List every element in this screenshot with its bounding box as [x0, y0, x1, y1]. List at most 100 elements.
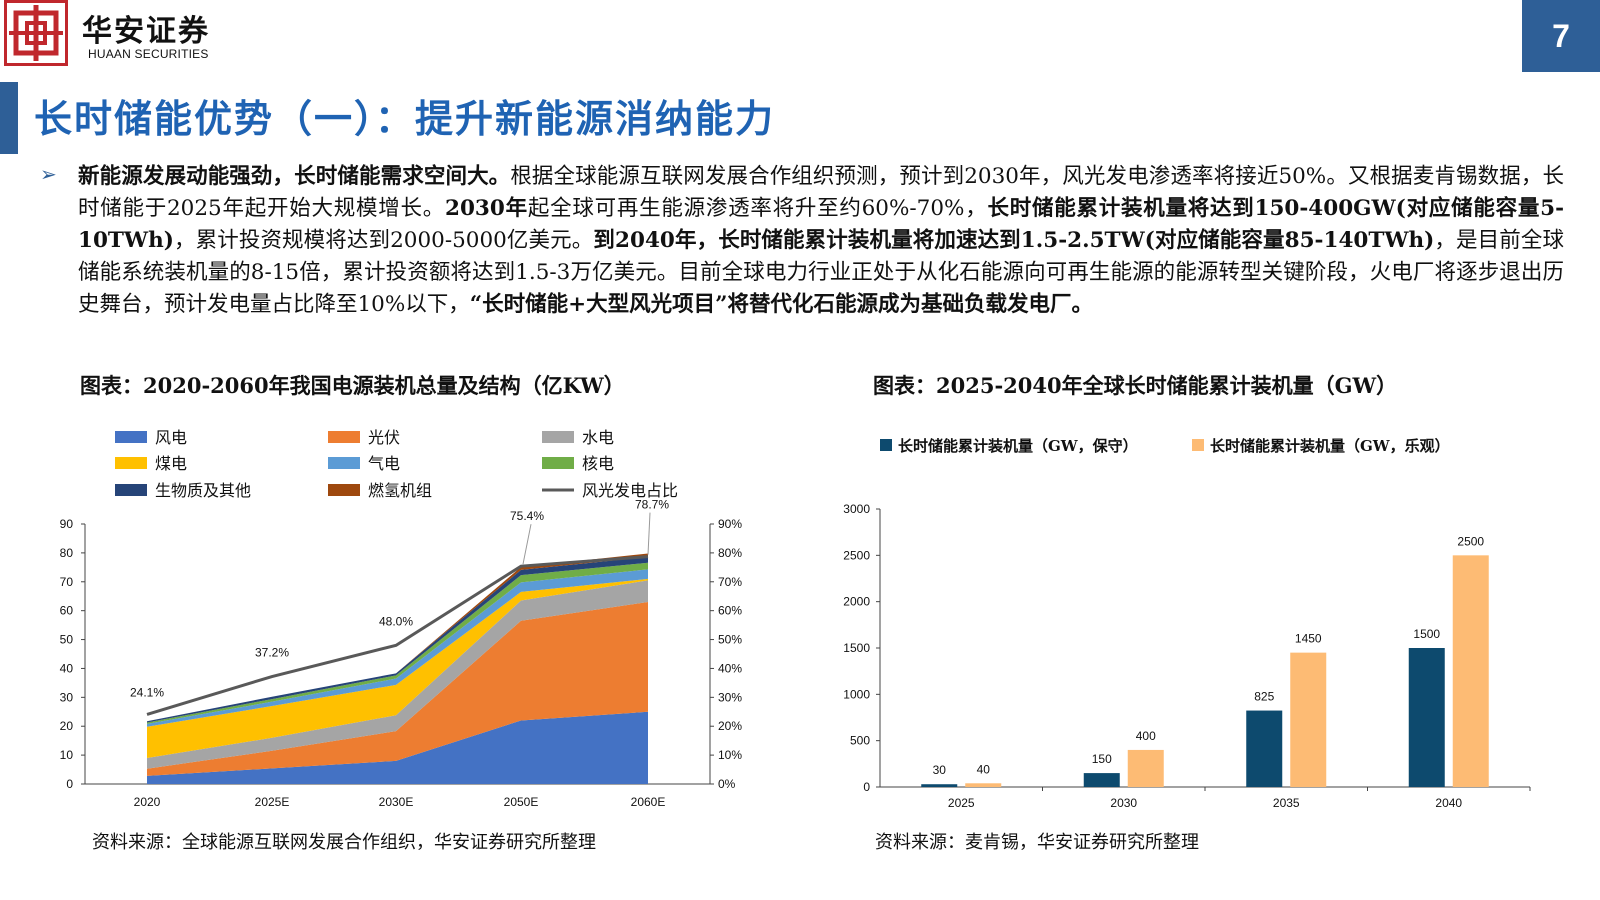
area-水电: [147, 580, 648, 769]
paragraph-segment: 到2040年，长时储能累计装机量将加速达到1.5-2.5TW(对应储能容量85-…: [593, 228, 1435, 253]
y-tick-label: 0: [863, 780, 870, 794]
bar-conservative: [1246, 710, 1283, 787]
title-accent-bar: [0, 82, 18, 154]
bar-optimistic: [1127, 749, 1164, 787]
y2-tick-label: 0%: [718, 777, 736, 791]
y2-tick-label: 50%: [718, 633, 742, 647]
legend-label: 水电: [582, 428, 614, 447]
y2-tick-label: 40%: [718, 661, 742, 675]
line-data-label: 24.1%: [130, 685, 164, 699]
y2-tick-label: 30%: [718, 690, 742, 704]
x-tick-label: 2030E: [379, 795, 414, 809]
legend-swatch: [328, 457, 360, 469]
legend-swatch: [115, 484, 147, 496]
x-tick-label: 2020: [134, 795, 161, 809]
brand-name-cn: 华安证券: [82, 14, 210, 49]
bar-optimistic: [1290, 652, 1327, 787]
left-chart-caption: 图表：2020-2060年我国电源装机总量及结构（亿KW）: [80, 373, 625, 398]
legend-swatch: [880, 439, 892, 451]
bar-data-label: 1450: [1295, 632, 1322, 646]
legend-swatch: [328, 484, 360, 496]
paragraph-segment: “长时储能+大型风光项目”将替代化石能源成为基础负载发电厂。: [469, 292, 1094, 317]
bar-optimistic: [965, 783, 1002, 787]
legend-swatch: [115, 457, 147, 469]
y2-tick-label: 20%: [718, 719, 742, 733]
legend-swatch: [328, 431, 360, 443]
legend-label: 煤电: [155, 454, 187, 473]
summary-paragraph: 新能源发展动能强劲，长时储能需求空间大。根据全球能源互联网发展合作组织预测，预计…: [78, 161, 1564, 321]
line-data-label: 37.2%: [255, 646, 289, 660]
y2-tick-label: 90%: [718, 517, 742, 531]
y-tick-label: 50: [60, 633, 74, 647]
paragraph-segment: ，累计投资规模将达到2000-5000亿美元。: [173, 228, 594, 253]
area-风电: [147, 711, 648, 784]
page-number: 7: [1522, 0, 1600, 72]
legend-label: 燃氢机组: [368, 481, 432, 500]
paragraph-segment: 长时储能累计装机量将达到150-400GW(对应储能容量5-10TWh): [78, 196, 1564, 253]
bar-data-label: 40: [977, 762, 991, 776]
paragraph-segment: 新能源发展动能强劲，长时储能需求空间大。: [78, 164, 511, 189]
bar-conservative: [921, 784, 958, 787]
y2-tick-label: 60%: [718, 604, 742, 618]
y-tick-label: 0: [66, 777, 73, 791]
legend-label: 风电: [155, 428, 187, 447]
legend-swatch: [115, 431, 147, 443]
page-title: 长时储能优势（一）：提升新能源消纳能力: [34, 97, 776, 141]
y-tick-label: 70: [60, 575, 74, 589]
y-tick-label: 20: [60, 719, 74, 733]
area-光伏: [147, 602, 648, 776]
y-tick-label: 1000: [843, 687, 870, 701]
area-煤电: [147, 578, 648, 758]
y2-tick-label: 70%: [718, 575, 742, 589]
x-tick-label: 2030: [1110, 796, 1137, 810]
y-tick-label: 40: [60, 661, 74, 675]
legend-swatch: [542, 431, 574, 443]
y2-tick-label: 10%: [718, 748, 742, 762]
paragraph-segment: 2030年: [445, 196, 528, 221]
y-tick-label: 2000: [843, 595, 870, 609]
x-tick-label: 2035: [1273, 796, 1300, 810]
huaan-logo: [4, 0, 68, 66]
right-chart-caption: 图表：2025-2040年全球长时储能累计装机量（GW）: [873, 373, 1398, 398]
x-tick-label: 2050E: [504, 795, 539, 809]
bar-conservative: [1408, 648, 1445, 787]
y-tick-label: 90: [60, 517, 74, 531]
bar-optimistic: [1452, 555, 1489, 787]
bar-data-label: 150: [1092, 752, 1112, 766]
y-tick-label: 1500: [843, 641, 870, 655]
label-leader-line: [522, 524, 532, 565]
brand-name-en: HUAAN SECURITIES: [88, 47, 209, 61]
bullet-icon: ➢: [40, 162, 57, 186]
paragraph-segment: 起全球可再生能源渗透率将升至约60%-70%，: [527, 196, 988, 221]
x-tick-label: 2060E: [631, 795, 666, 809]
line-data-label: 48.0%: [379, 614, 413, 628]
x-tick-label: 2040: [1435, 796, 1462, 810]
y-tick-label: 30: [60, 690, 74, 704]
bar-data-label: 400: [1136, 729, 1156, 743]
huaan-logo-icon: [9, 5, 63, 61]
y-tick-label: 3000: [843, 502, 870, 516]
right-chart-source: 资料来源：麦肯锡，华安证券研究所整理: [875, 832, 1199, 853]
legend-swatch: [1192, 439, 1204, 451]
legend-label: 光伏: [368, 428, 400, 447]
legend-swatch: [542, 457, 574, 469]
label-leader-line: [647, 512, 651, 555]
line-data-label: 78.7%: [635, 498, 669, 512]
legend-label: 生物质及其他: [155, 481, 251, 500]
legend-label: 核电: [582, 454, 614, 473]
bar-conservative: [1083, 773, 1120, 787]
paragraph-segment: ，是目前全球储能系统装机量的8-15倍，累计投资额将达到1.5-3万亿美元。目前…: [78, 228, 1564, 317]
right-bar-chart: 长时储能累计装机量（GW，保守） 长时储能累计装机量（GW，乐观） 0 500 1000…: [843, 437, 1531, 810]
y-tick-label: 60: [60, 604, 74, 618]
y-tick-label: 2500: [843, 548, 870, 562]
legend-label: 长时储能累计装机量（GW，保守）: [898, 437, 1138, 455]
left-chart-source: 资料来源：全球能源互联网发展合作组织，华安证券研究所整理: [92, 832, 596, 853]
bar-data-label: 1500: [1413, 627, 1440, 641]
bar-data-label: 2500: [1457, 534, 1484, 548]
legend-label: 气电: [368, 454, 400, 473]
line-data-label: 75.4%: [510, 509, 544, 523]
x-tick-label: 2025E: [255, 795, 290, 809]
x-tick-label: 2025: [948, 796, 975, 810]
y-tick-label: 80: [60, 546, 74, 560]
